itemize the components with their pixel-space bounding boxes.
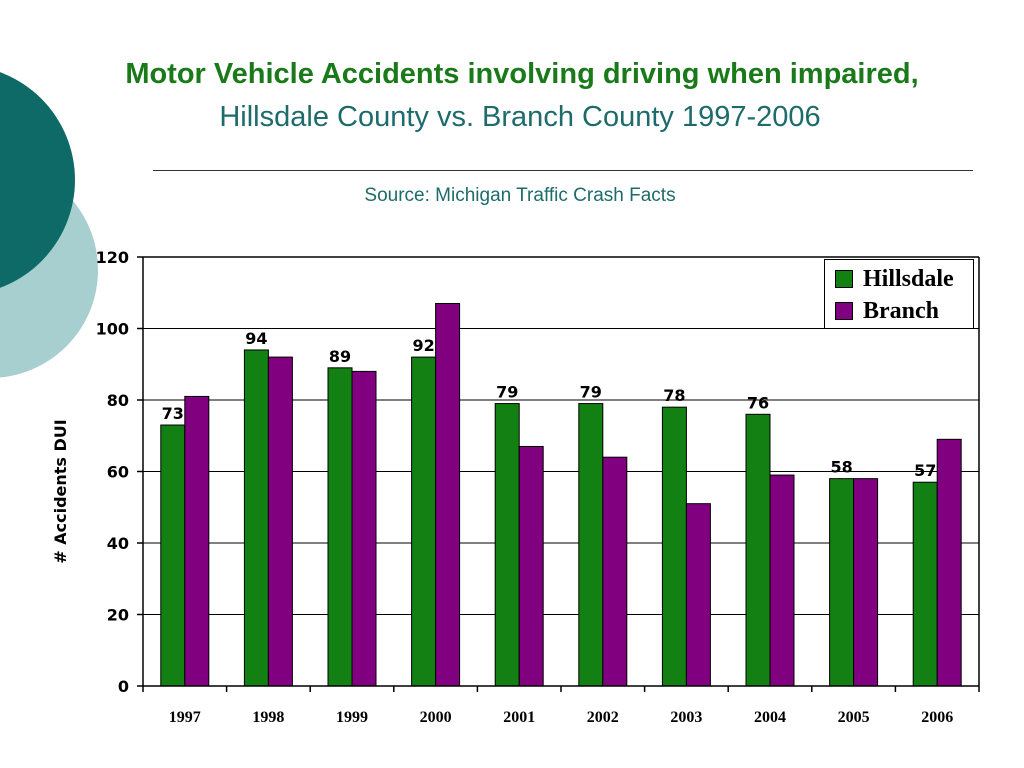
x-tick-label: 2005 [838,709,870,726]
bar-branch-2004 [769,474,795,687]
bar-branch-1997 [184,395,210,687]
y-tick-label: 60 [107,463,129,482]
x-tick-label: 1999 [336,709,368,726]
y-axis-label: # Accidents DUI [51,419,70,563]
axes [137,256,980,692]
bar-branch-1999 [351,370,377,687]
data-label: 78 [663,386,685,405]
bar-branch-2003 [685,503,711,687]
bar-branch-2002 [602,456,628,687]
x-tick-label: 1998 [252,709,284,726]
data-label: 76 [747,393,769,412]
data-label: 94 [245,329,267,348]
y-tick-label: 20 [107,606,129,625]
bar-branch-2006 [936,438,962,687]
legend-label-hillsdale: Hillsdale [863,265,954,292]
bar-hillsdale-2002 [578,403,604,687]
legend-swatch-hillsdale [835,270,853,288]
bar-hillsdale-2003 [661,406,687,687]
legend-item-branch: Branch [835,296,939,326]
bar-hillsdale-2005 [829,478,855,687]
x-tick-label: 2002 [587,709,619,726]
x-tick-label: 1997 [169,709,201,726]
data-label: 92 [412,336,434,355]
bar-hillsdale-2001 [494,403,520,687]
data-label: 89 [329,347,351,366]
bar-hillsdale-1999 [327,367,353,687]
legend-swatch-branch [835,302,853,320]
bar-hillsdale-2006 [912,481,938,687]
y-tick-label: 40 [107,534,129,553]
bar-hillsdale-2004 [745,413,771,687]
data-label: 79 [496,383,518,402]
decorative-circles [0,72,98,378]
title-divider [153,170,973,171]
legend-label-branch: Branch [863,297,940,324]
y-tick-label: 100 [96,320,129,339]
data-label: 73 [162,404,184,423]
slide-subtitle: Hillsdale County vs. Branch County 1997-… [219,101,821,133]
data-label: 58 [830,458,852,477]
bar-branch-1998 [267,356,293,687]
bar-branch-2000 [435,302,461,687]
x-tick-label: 2000 [420,709,452,726]
data-label: 57 [914,461,936,480]
y-tick-label: 120 [96,248,129,267]
x-tick-label: 2001 [503,709,535,726]
labels: 73 1997 94 1998 89 1999 92 2000 79 2001 79 2002 78 20… [51,248,953,726]
data-label: 79 [580,383,602,402]
x-tick-label: 2003 [670,709,702,726]
bar-hillsdale-1997 [160,424,186,687]
x-tick-label: 2006 [921,709,953,726]
bar-branch-2005 [853,478,879,687]
dark-teal-circle [0,72,75,288]
source-note: Source: Michigan Traffic Crash Facts [364,185,676,206]
x-tick-label: 2004 [754,709,786,726]
slide-title: Motor Vehicle Accidents involving drivin… [125,58,919,90]
bar-hillsdale-2000 [411,356,437,687]
y-tick-label: 0 [118,677,129,696]
bars [160,302,962,687]
legend-item-hillsdale: Hillsdale [835,264,954,294]
bar-branch-2001 [518,445,544,687]
bar-hillsdale-1998 [243,349,269,687]
y-tick-label: 80 [107,391,129,410]
legend: Hillsdale Branch [824,259,974,329]
